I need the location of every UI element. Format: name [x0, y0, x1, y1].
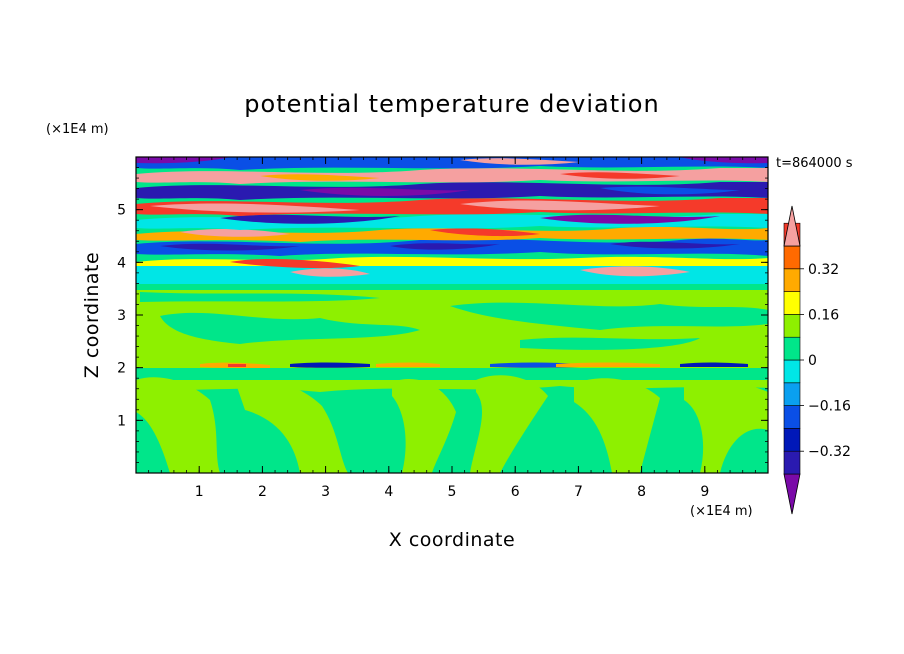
band: [150, 203, 360, 213]
x-tick-label: 2: [258, 484, 267, 500]
time-label: t=864000 s: [776, 156, 853, 171]
x-tick-label: 1: [195, 484, 204, 500]
x-unit-label: (×1E4 m): [690, 504, 753, 519]
colorbar: −0.32 −0.16 0 0.16 0.32: [783, 205, 851, 515]
y-unit-label: (×1E4 m): [46, 122, 109, 137]
y-tick-label: 3: [117, 308, 126, 324]
band: [260, 174, 380, 181]
y-axis: 1 2 3 4 5: [117, 167, 768, 463]
colorbar-label: 0: [808, 353, 817, 369]
plume-patch: [470, 375, 548, 473]
inversion-base: [136, 362, 768, 368]
band: [160, 243, 300, 251]
colorbar-segment: [783, 268, 801, 292]
band: [390, 243, 500, 250]
band: [220, 214, 400, 224]
inversion-cold: [290, 362, 370, 368]
y-tick-label: 1: [117, 413, 126, 429]
x-axis: 1 2 3 4 5 6 7 8 9: [148, 157, 769, 500]
band: [230, 259, 360, 269]
x-tick-label: 6: [511, 484, 520, 500]
band: [136, 226, 768, 242]
band: [430, 228, 540, 237]
colorbar-label: −0.32: [808, 444, 851, 460]
band: [580, 266, 690, 277]
colorbar-segment: [783, 291, 801, 315]
x-tick-label: 7: [574, 484, 583, 500]
y-tick-label: 2: [117, 361, 126, 377]
inversion-warm: [556, 362, 660, 367]
colorbar-segment: [783, 245, 801, 270]
inversion-warm: [376, 362, 440, 367]
band: [540, 214, 720, 224]
colorbar-segment: [783, 428, 801, 452]
chart-title: potential temperature deviation: [244, 90, 659, 118]
colorbar-segment: [783, 336, 801, 361]
plume-patch: [136, 377, 220, 473]
inversion-warm: [228, 364, 246, 367]
band: [180, 228, 290, 237]
band: [136, 168, 768, 184]
plume-patch: [574, 378, 660, 473]
colorbar-segment: [783, 405, 801, 429]
cool-band-edge: [136, 284, 768, 290]
mid-patch: [140, 292, 380, 302]
y-tick-label: 5: [117, 203, 126, 219]
plume-patch: [684, 380, 768, 473]
band: [460, 200, 660, 211]
colorbar-extend-low: [783, 473, 801, 515]
x-axis-label: X coordinate: [389, 529, 515, 551]
plume-patch: [236, 380, 348, 473]
colorbar-extend-high: [783, 205, 801, 247]
colorbar-segment: [783, 359, 801, 384]
colorbar-segment: [783, 314, 801, 338]
band: [136, 157, 230, 164]
y-axis-label: Z coordinate: [81, 252, 103, 378]
x-tick-label: 3: [321, 484, 330, 500]
colorbar-segment: [783, 382, 801, 406]
colorbar-label: 0.16: [808, 307, 839, 323]
colorbar-label: −0.16: [808, 399, 851, 415]
band: [290, 268, 370, 277]
mid-patch: [520, 337, 700, 350]
colorbar-segment: [783, 450, 801, 475]
band: [600, 186, 740, 195]
y-tick-label: 4: [117, 255, 126, 271]
mid-patch: [160, 312, 420, 344]
band: [680, 157, 768, 164]
band: [300, 187, 470, 196]
inversion-cold: [680, 362, 748, 367]
heatmap-field: [136, 157, 768, 473]
plume-patch: [136, 380, 768, 392]
plume-patch: [392, 378, 456, 473]
x-tick-label: 4: [384, 484, 393, 500]
colorbar-label: 0.32: [808, 262, 839, 278]
x-tick-label: 8: [637, 484, 646, 500]
mid-patch: [450, 302, 768, 330]
band: [560, 172, 680, 179]
x-tick-label: 9: [700, 484, 709, 500]
band: [610, 241, 740, 249]
x-tick-label: 5: [448, 484, 457, 500]
